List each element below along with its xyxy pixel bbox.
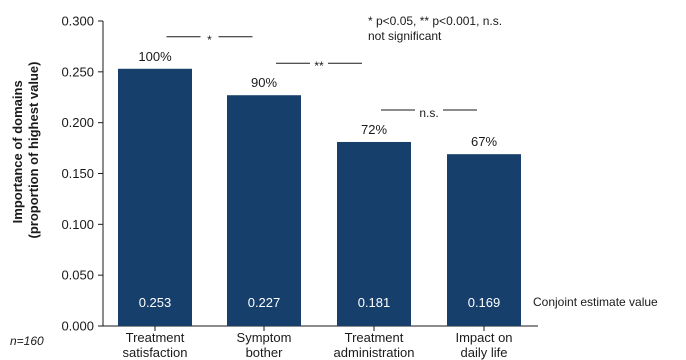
percent-label: 72% <box>361 122 387 137</box>
significance-label: ** <box>314 59 324 73</box>
x-category-label-line: Symptom <box>237 330 292 345</box>
y-axis-title-line1: Importance of domains <box>10 80 25 223</box>
percent-label: 67% <box>471 134 497 149</box>
y-tick-label: 0.150 <box>61 166 94 181</box>
significance-label: n.s. <box>419 106 438 120</box>
x-category-label-line: satisfaction <box>122 345 187 360</box>
x-category-label: Impact on daily life <box>455 330 512 360</box>
y-axis-title-line2: (proportion of highest value) <box>26 62 41 239</box>
percent-label: 100% <box>138 49 172 64</box>
significance-legend-line2: not significant <box>368 29 442 43</box>
chart-bars <box>118 68 521 327</box>
significance-legend: * p<0.05, ** p<0.001, n.s. not significa… <box>368 14 505 43</box>
x-category-label: Symptom bother <box>237 330 292 360</box>
conjoint-row-label: Conjoint estimate value <box>533 295 658 309</box>
x-category-label-line: bother <box>246 345 284 360</box>
x-category-label-line: Impact on <box>455 330 512 345</box>
y-tick-label: 0.250 <box>61 64 94 79</box>
y-tick-label: 0.050 <box>61 268 94 283</box>
x-category-label-line: administration <box>334 345 415 360</box>
y-axis-title: Importance of domains (proportion of hig… <box>10 62 41 239</box>
y-tick-label: 0.200 <box>61 115 94 130</box>
bar-value-label: 0.181 <box>358 295 391 310</box>
sample-size-note: n=160 <box>10 334 44 348</box>
y-tick-label: 0.100 <box>61 217 94 232</box>
significance-label: * <box>207 33 212 47</box>
bar-value-label: 0.169 <box>468 295 501 310</box>
bar <box>118 68 192 327</box>
x-category-label-line: Treatment <box>126 330 185 345</box>
x-category-label-line: Treatment <box>345 330 404 345</box>
significance-legend-line1: * p<0.05, ** p<0.001, n.s. <box>368 14 502 28</box>
y-tick-label: 0.300 <box>61 14 94 29</box>
x-category-label: Treatment administration <box>334 330 415 360</box>
bar-value-label: 0.227 <box>248 295 281 310</box>
significance-brackets: ***n.s. <box>166 33 477 120</box>
percent-label: 90% <box>251 75 277 90</box>
bar <box>447 154 521 326</box>
x-category-label: Treatment satisfaction <box>122 330 187 360</box>
y-tick-label: 0.000 <box>61 319 94 334</box>
x-category-label-line: daily life <box>461 345 508 360</box>
bar <box>227 95 301 326</box>
bar-value-label: 0.253 <box>139 295 172 310</box>
bar <box>337 141 411 326</box>
